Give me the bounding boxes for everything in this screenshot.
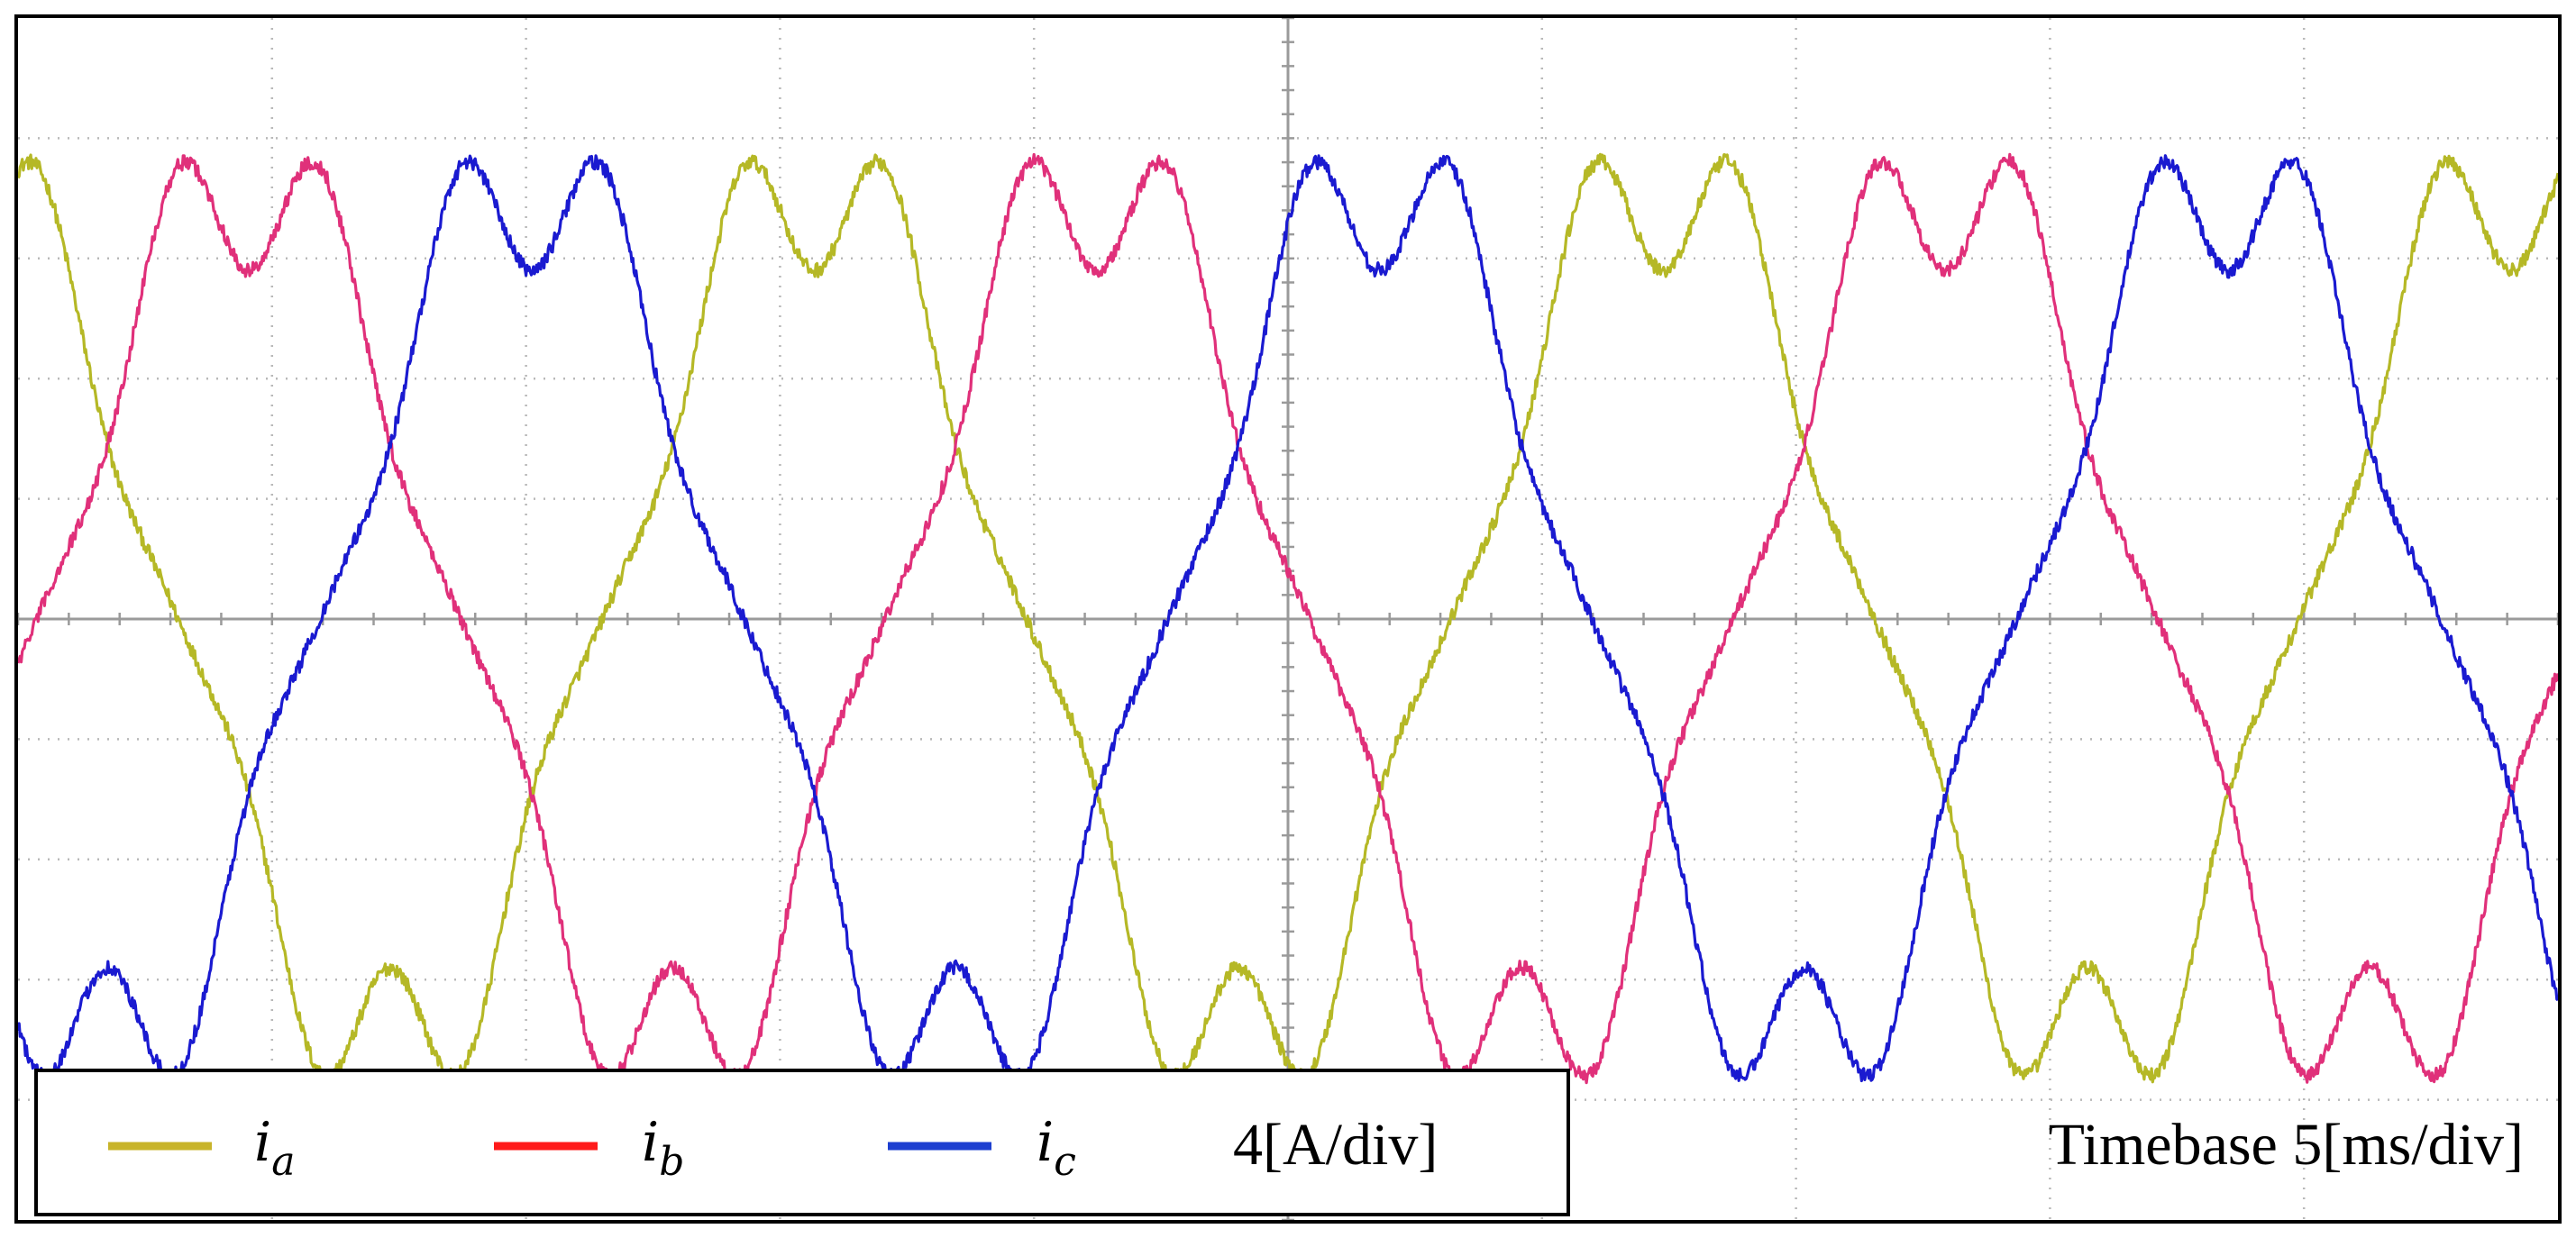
traces [16, 152, 2560, 1085]
timebase-label: Timebase 5[ms/div] [2049, 1112, 2524, 1178]
grid [16, 16, 2560, 1222]
trace-ib [16, 152, 2560, 1085]
legend-label-ib: ib [642, 1111, 684, 1185]
legend-label-ic: ic [1037, 1111, 1076, 1185]
trace-ia [16, 152, 2560, 1085]
legend-label-ia: ia [254, 1111, 295, 1185]
plot-frame [14, 14, 2562, 1224]
amplitude-scale-label: 4[A/div] [1233, 1112, 1438, 1178]
legend-box [34, 1069, 1570, 1216]
legend: ia ib ic 4[A/div] [34, 1069, 1570, 1216]
trace-ic [16, 154, 2559, 1085]
